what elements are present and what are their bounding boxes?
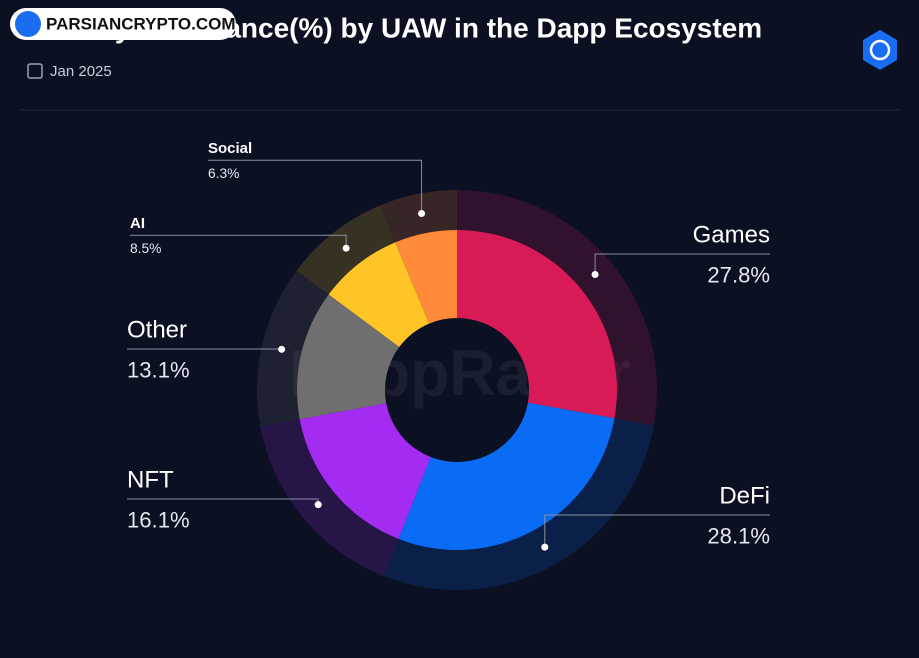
outer-ring-segment [383,418,654,590]
calendar-icon [27,63,43,79]
leader-dot [591,271,599,279]
watermark-icon [15,11,41,37]
value-label: 8.5% [130,241,161,256]
category-label: DeFi [719,482,770,509]
value-label: 28.1% [707,524,770,549]
donut-segment [328,242,430,348]
leader-line [594,253,770,275]
leader-line [130,234,347,249]
category-label: Games [693,221,770,248]
leader-line [208,159,423,214]
donut-segment [297,294,400,420]
donut-segment [299,403,431,539]
watermark-badge [10,8,236,40]
outer-ring-segment [256,270,329,427]
category-label: Other [127,316,187,343]
leader-dot [418,210,426,218]
value-label: 13.1% [127,358,190,383]
leader-dot [342,244,350,252]
donut-segment [457,230,617,419]
donut-segment [395,230,457,324]
value-label: 16.1% [127,508,190,533]
category-label: NFT [127,466,174,493]
outer-ring-segment [379,190,457,243]
leader-dot [541,543,549,551]
outer-ring-segment [260,419,399,577]
leader-line [544,514,770,548]
plot: Games 27.8% DeFi 28.1% NFT 16.1% Other 13.1% AI 8… [127,140,770,590]
donut-segment [398,402,615,550]
leader-dot [278,345,286,353]
outer-ring-segment [457,190,657,426]
logo-mark [869,39,891,61]
logo [863,30,897,70]
category-label: AI [130,215,145,232]
value-label: 6.3% [208,166,239,181]
value-label: 27.8% [707,263,770,288]
leader-dot [314,501,322,509]
category-label: Social [208,140,252,157]
watermark-text: PARSIANCRYPTO.COM [46,14,236,33]
chart-subtitle: Jan 2025 [50,63,112,80]
